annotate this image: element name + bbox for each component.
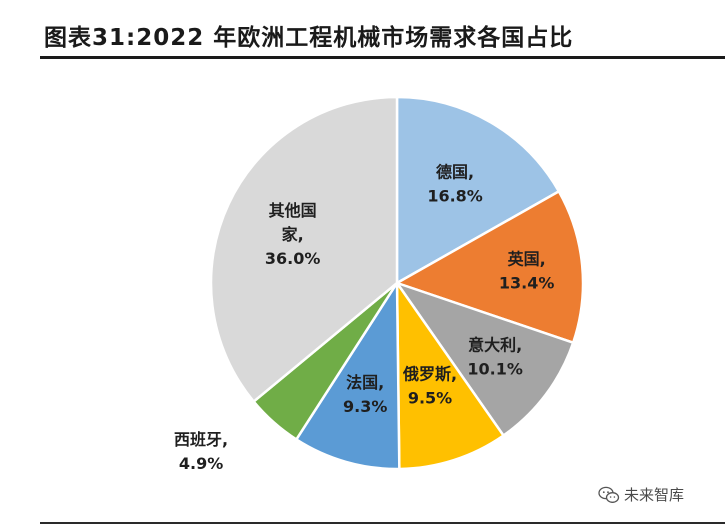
slice-label-line: 13.4% [499, 274, 555, 293]
pie-slice [393, 189, 585, 345]
slice-label-line: 德国, [436, 162, 474, 181]
pie-slice [395, 278, 506, 471]
chart-title: 图表31:2022 年欧洲工程机械市场需求各国占比 [44, 25, 574, 51]
slice-label-line: 9.3% [343, 397, 387, 416]
slice-label: 俄罗斯, 9.5% [402, 365, 457, 408]
slice-label-line: 10.1% [467, 360, 523, 379]
slice-label: 法国, 9.3% [343, 373, 387, 416]
pie-slice [294, 278, 401, 471]
pie-slice [209, 95, 399, 404]
slice-label-line: 意大利, [468, 336, 522, 355]
slice-label-line: 36.0% [265, 249, 321, 268]
slice-label: 英国, 13.4% [499, 250, 555, 293]
slice-label-line: 其他国 [269, 201, 317, 220]
slice-label: 其他国家, 36.0% [265, 201, 321, 268]
slice-label: 德国, 16.8% [427, 162, 483, 205]
slice-label-line: 9.5% [408, 389, 452, 408]
slice-label-line: 俄罗斯, [402, 365, 457, 384]
wechat-icon [598, 486, 620, 503]
slice-label-line: 4.9% [179, 454, 223, 473]
slice-label-line: 西班牙, [174, 430, 228, 449]
slice-label: 意大利, 10.1% [467, 336, 523, 379]
slice-label-line: 英国, [507, 250, 546, 269]
slice-label-line: 法国, [346, 373, 384, 392]
slice-label-line: 家, [282, 225, 304, 244]
title-divider [40, 56, 725, 59]
watermark-text: 未来智库 [624, 486, 685, 504]
slice-label-line: 16.8% [427, 186, 483, 205]
slice-label: 西班牙, 4.9% [174, 430, 228, 473]
pie-slice [393, 280, 575, 438]
pie-slice [395, 95, 561, 286]
watermark: 未来智库 [598, 484, 684, 505]
bottom-divider [40, 522, 725, 524]
